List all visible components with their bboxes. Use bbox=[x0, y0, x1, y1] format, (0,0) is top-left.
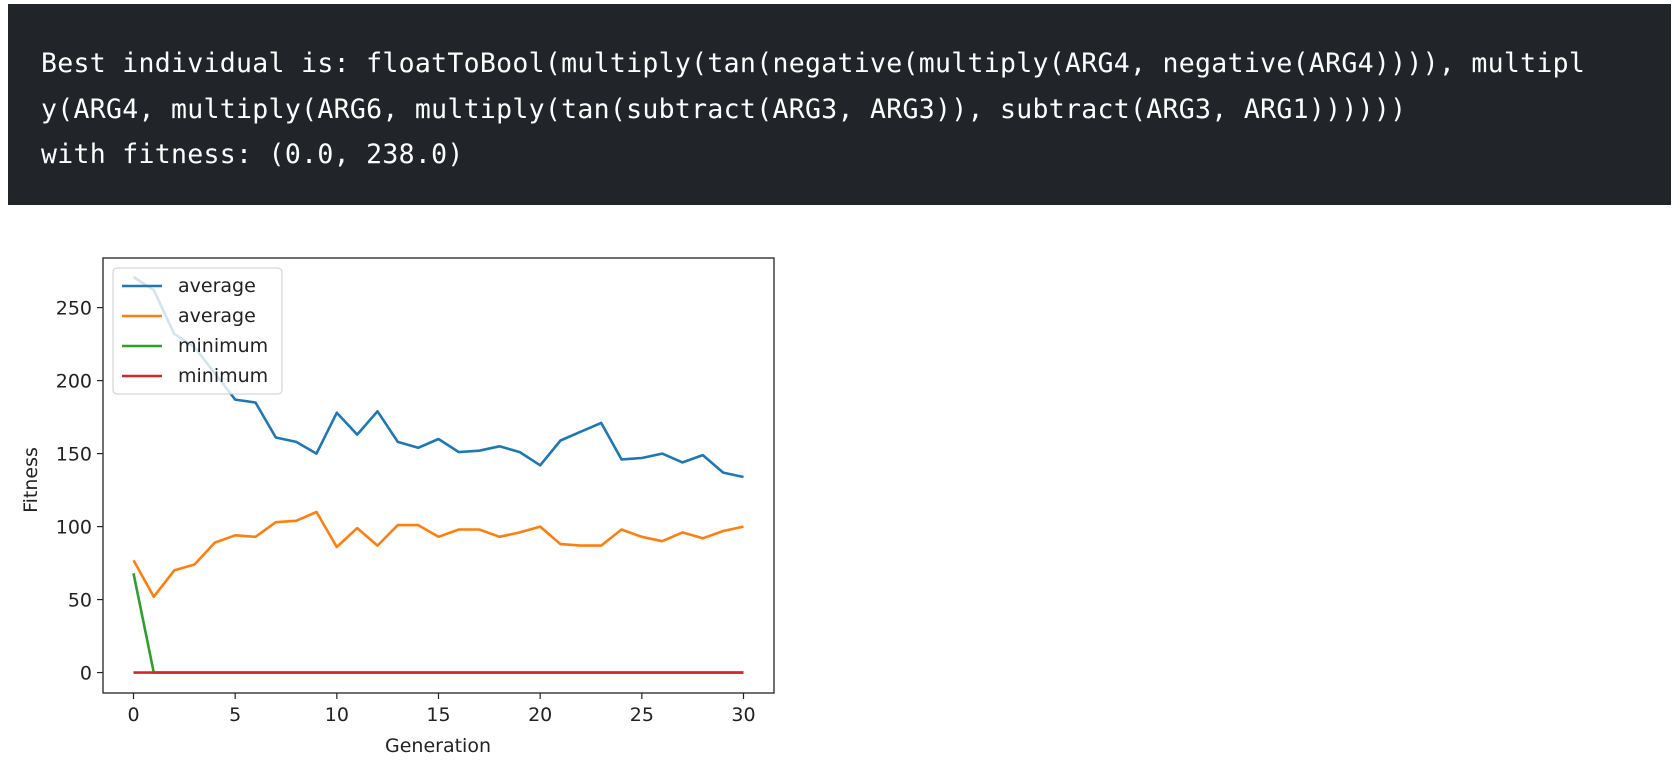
legend-label: average bbox=[178, 275, 256, 297]
y-axis: 0 50 100 150 200 250 bbox=[56, 298, 103, 685]
y-tick-label: 100 bbox=[56, 517, 92, 539]
output-line: Best individual is: floatToBool(multiply… bbox=[41, 48, 1586, 79]
x-axis: 0 5 10 15 20 25 30 bbox=[127, 693, 756, 726]
x-axis-label: Generation bbox=[385, 735, 491, 757]
legend: average average minimum minimum bbox=[112, 267, 283, 395]
x-tick-label: 5 bbox=[229, 704, 241, 726]
output-block: Best individual is: floatToBool(multiply… bbox=[8, 4, 1671, 205]
x-tick-label: 30 bbox=[731, 704, 755, 726]
x-tick-label: 0 bbox=[127, 704, 139, 726]
y-tick-label: 50 bbox=[68, 590, 92, 612]
output-line: y(ARG4, multiply(ARG6, multiply(tan(subt… bbox=[41, 93, 1407, 125]
y-tick-label: 0 bbox=[80, 663, 92, 685]
x-tick-label: 20 bbox=[528, 704, 552, 726]
x-tick-label: 25 bbox=[630, 704, 654, 726]
x-tick-label: 10 bbox=[325, 704, 349, 726]
y-tick-label: 200 bbox=[56, 371, 92, 393]
chart-container: 0 5 10 15 20 25 30 0 50 100 150 200 250 Generation … bbox=[0, 230, 800, 776]
series-layer bbox=[132, 275, 744, 674]
series-line-1 bbox=[132, 510, 744, 599]
x-tick-label: 15 bbox=[426, 704, 450, 726]
legend-label: average bbox=[178, 305, 256, 327]
y-tick-label: 250 bbox=[56, 298, 92, 320]
legend-label: minimum bbox=[178, 365, 268, 387]
output-line: with fitness: (0.0, 238.0) bbox=[41, 139, 464, 170]
legend-box bbox=[112, 267, 283, 395]
y-axis-label: Fitness bbox=[20, 447, 42, 513]
legend-label: minimum bbox=[178, 335, 268, 357]
y-tick-label: 150 bbox=[56, 444, 92, 466]
series-line-0 bbox=[132, 275, 744, 479]
